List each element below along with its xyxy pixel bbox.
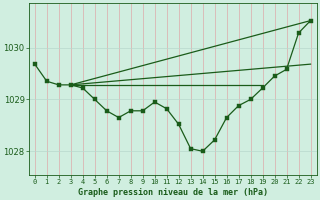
X-axis label: Graphe pression niveau de la mer (hPa): Graphe pression niveau de la mer (hPa) (78, 188, 268, 197)
